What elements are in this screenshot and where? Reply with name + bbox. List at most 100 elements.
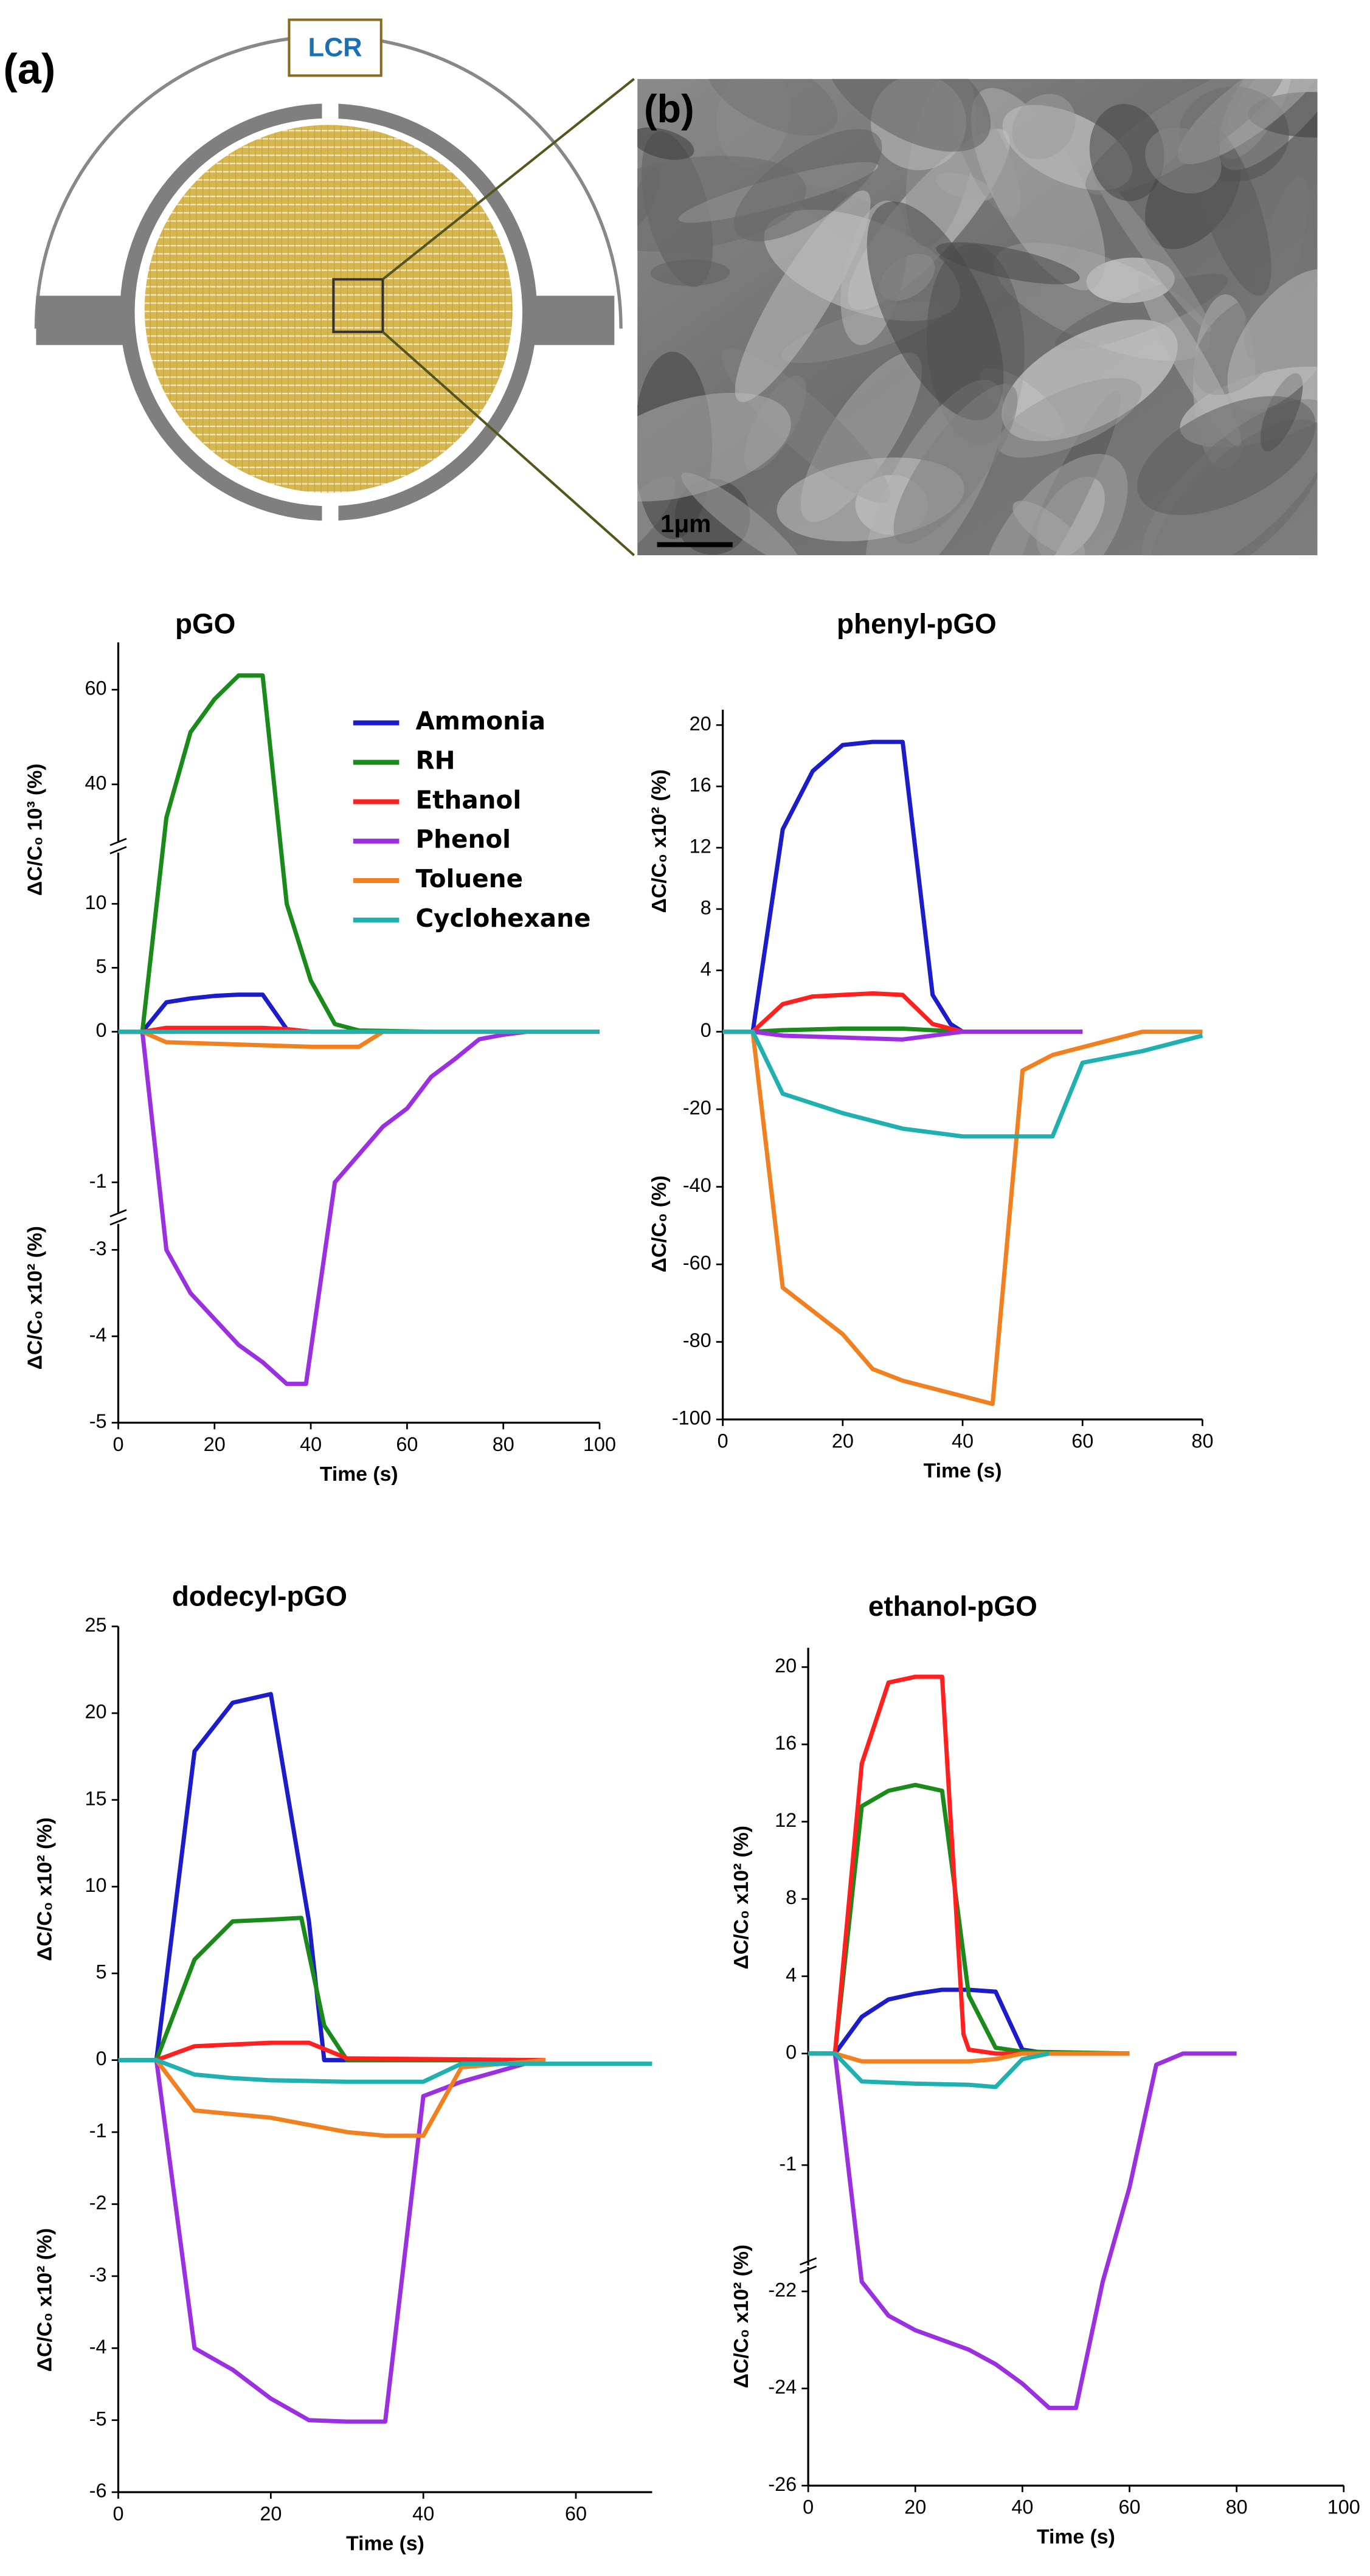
chart-title: dodecyl-pGO (172, 1581, 347, 1612)
y-tick-label: 12 (775, 1809, 797, 1831)
axis-break (109, 846, 127, 854)
y-axis-label: ΔC/C₀ x10² (%) (730, 1826, 753, 1969)
sem-image (637, 78, 1318, 556)
legend-label: Ethanol (415, 785, 521, 814)
y-tick-label: -3 (89, 1238, 107, 1259)
x-axis-label: Time (s) (1037, 2526, 1115, 2549)
sem-texture (1138, 275, 1241, 446)
sem-texture (867, 201, 1004, 421)
x-axis-label: Time (s) (320, 1463, 398, 1486)
sem-texture (1137, 396, 1316, 515)
x-tick-label: 0 (718, 1430, 728, 1452)
legend-label: Toluene (415, 864, 523, 893)
y-tick-label: -22 (768, 2279, 797, 2301)
data-line (722, 991, 963, 1034)
sem-texture (997, 378, 1142, 458)
y-tick-label: -1 (89, 1170, 107, 1192)
sem-texture (681, 472, 801, 556)
y-tick-label: -6 (89, 2480, 107, 2502)
y-tick-label: 10 (85, 892, 107, 913)
x-tick-label: 20 (832, 1430, 854, 1452)
y-tick-label: 60 (85, 677, 107, 699)
data-line (118, 2058, 652, 2084)
y-tick-label: 40 (85, 772, 107, 794)
sem-texture (936, 242, 1080, 285)
data-line (118, 2040, 545, 2063)
y-tick-label: -20 (683, 1097, 711, 1119)
data-line (118, 1916, 500, 2063)
panel-label: (a) (3, 44, 55, 92)
y-tick-label: -4 (89, 1324, 107, 1346)
legend-label: Phenol (415, 825, 511, 854)
legend-label: Cyclohexane (415, 904, 590, 933)
data-line (722, 1030, 1083, 1042)
y-tick-label: -1 (89, 2120, 107, 2142)
legend-label: RH (415, 746, 455, 775)
sem-texture (970, 88, 1105, 291)
y-axis-label: ΔC/C₀ 10³ (%) (23, 763, 46, 896)
y-tick-label: -80 (683, 1329, 711, 1351)
y-tick-label: 0 (786, 2041, 797, 2063)
x-axis-label: Time (s) (924, 1459, 1002, 1482)
y-tick-label: 20 (690, 713, 711, 735)
sem-texture (1227, 269, 1318, 411)
y-tick-label: -5 (89, 1410, 107, 1432)
data-line (808, 2051, 1050, 2090)
sem-texture (707, 78, 838, 136)
axis-break (109, 1217, 127, 1226)
sem-texture (1145, 127, 1222, 194)
y-tick-label: 0 (96, 2048, 107, 2069)
y-tick-label: 10 (85, 1874, 107, 1896)
y-tick-label: 5 (96, 1961, 107, 1983)
scale-bar-label: 1μm (660, 510, 711, 538)
axis-break (800, 2257, 817, 2266)
y-tick-label: 0 (96, 1019, 107, 1041)
x-tick-label: 80 (493, 1433, 514, 1455)
y-tick-label: 8 (786, 1886, 797, 1908)
y-tick-label: -24 (768, 2376, 797, 2398)
x-axis-label: Time (s) (346, 2532, 424, 2555)
y-tick-label: -60 (683, 1252, 711, 1274)
chart-title: phenyl-pGO (837, 608, 997, 639)
data-line (118, 1030, 600, 1049)
x-tick-label: 60 (565, 2503, 587, 2525)
x-tick-label: 60 (1118, 2496, 1140, 2518)
y-tick-label: 12 (690, 836, 711, 857)
sensor-diagram (34, 18, 635, 556)
axis-break (109, 1209, 127, 1217)
y-tick-label: 15 (85, 1787, 107, 1809)
data-line (722, 1030, 1203, 1139)
x-tick-label: 100 (1327, 2496, 1360, 2518)
x-tick-label: 40 (300, 1433, 322, 1455)
meter-label: LCR (308, 33, 362, 63)
x-tick-label: 0 (112, 1433, 123, 1455)
x-tick-label: 80 (1191, 1430, 1213, 1452)
data-line (808, 2051, 1237, 2411)
sem-texture (1012, 94, 1076, 160)
x-tick-label: 80 (1226, 2496, 1248, 2518)
x-tick-label: 0 (803, 2496, 814, 2518)
data-line (722, 739, 1083, 1034)
data-line (808, 1674, 1130, 2056)
x-tick-label: 100 (583, 1433, 616, 1455)
axis-break (109, 837, 127, 847)
sem-texture (824, 78, 991, 152)
y-tick-label: -40 (683, 1174, 711, 1196)
sem-texture (981, 454, 1128, 556)
data-line (808, 2051, 1130, 2064)
x-tick-label: 0 (112, 2503, 123, 2525)
x-tick-label: 40 (412, 2503, 434, 2525)
y-axis-label: ΔC/C₀ x10² (%) (23, 1226, 46, 1369)
y-tick-label: 0 (701, 1019, 711, 1041)
sem-texture (893, 384, 1018, 544)
data-line (118, 1030, 528, 1387)
y-tick-label: 16 (690, 774, 711, 796)
y-tick-label: -5 (89, 2408, 107, 2429)
x-tick-label: 40 (1011, 2496, 1033, 2518)
x-tick-label: 20 (204, 1433, 226, 1455)
y-tick-label: -4 (89, 2336, 107, 2358)
data-line (722, 1030, 1203, 1407)
sem-texture (1089, 103, 1164, 201)
sem-texture (637, 127, 694, 160)
